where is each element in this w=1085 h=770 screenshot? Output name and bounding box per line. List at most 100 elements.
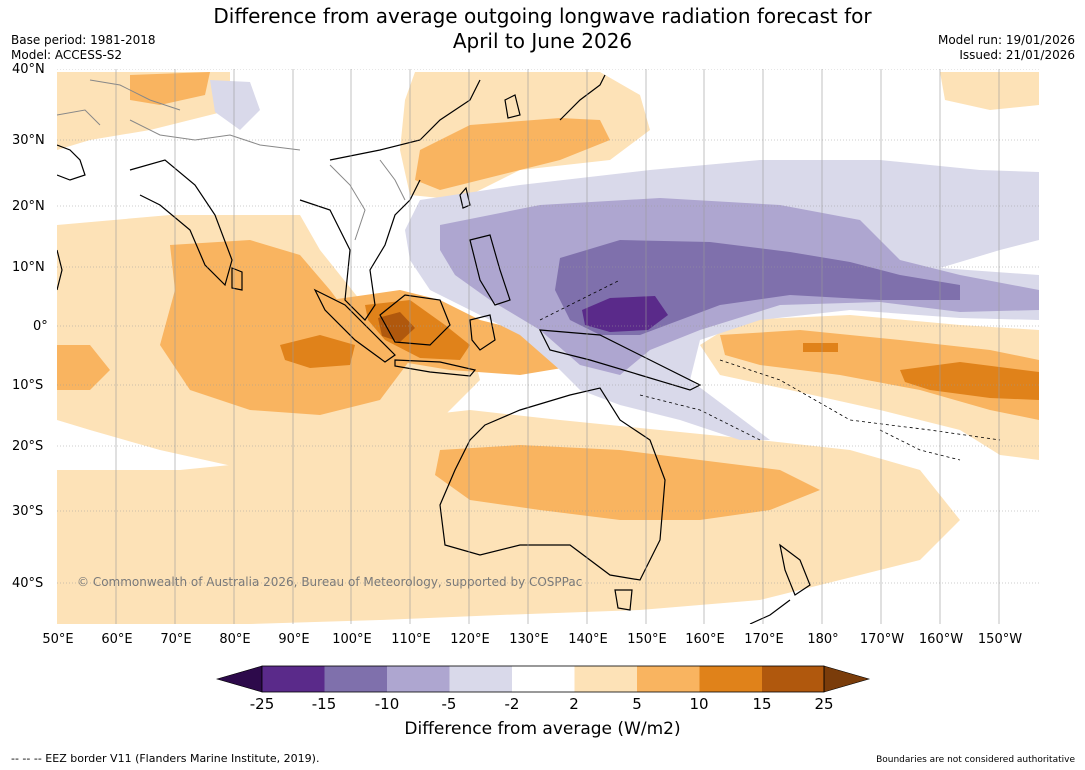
colorbar-title: Difference from average (W/m2): [404, 719, 681, 739]
lat-label: 20°N: [12, 199, 45, 214]
anomaly-positive-north-east: [940, 72, 1039, 110]
lat-label: 40°S: [12, 576, 44, 591]
anomaly-darkest-orange-borneo: [378, 312, 415, 342]
map-field: [57, 69, 1039, 624]
colorbar-tick: -15: [311, 695, 337, 713]
lon-label: 80°E: [219, 632, 251, 647]
coast-java: [394, 359, 477, 377]
colorbar-tick: 15: [752, 695, 772, 713]
coast-new-zealand-north: [779, 543, 811, 596]
lon-label: 160°E: [685, 632, 725, 647]
colorbar-extend-high: [823, 665, 871, 693]
coastlines: [57, 74, 811, 624]
model-run: Model run: 19/01/2026: [937, 33, 1075, 47]
coast-new-guinea: [538, 329, 702, 391]
coast-new-zealand-south: [749, 599, 791, 624]
colorbar-bin-1: [262, 666, 325, 692]
meta-left: Base period: 1981-2018 Model: ACCESS-S2: [11, 33, 156, 63]
model-name: Model: ACCESS-S2: [11, 48, 123, 62]
issued-date: Issued: 21/01/2026: [959, 48, 1075, 62]
lon-label: 170°W: [859, 632, 905, 647]
country-borders: [57, 79, 406, 241]
lon-label: 180°: [807, 632, 839, 647]
lon-label: 90°E: [278, 632, 310, 647]
lat-label: 30°S: [12, 504, 44, 519]
colorbar-bin-6: [574, 666, 637, 692]
colorbar-bin-5: [512, 666, 575, 692]
lon-label: 170°E: [744, 632, 784, 647]
chart-title: Difference from average outgoing longwav…: [0, 4, 1085, 54]
lat-label: 40°N: [12, 62, 45, 77]
lat-label: 30°N: [12, 133, 45, 148]
coast-tasmania: [614, 589, 633, 611]
meta-right: Model run: 19/01/2026 Issued: 21/01/2026: [938, 33, 1075, 63]
anomaly-positive-australia: [57, 410, 960, 624]
colorbar-bin-7: [637, 666, 700, 692]
colorbar-tick: 2: [569, 695, 579, 713]
coast-japan: [559, 74, 606, 121]
colorbar-bin-2: [324, 666, 387, 692]
lat-label: 0°: [33, 319, 48, 334]
anomaly-orange-indian: [160, 240, 410, 415]
anomaly-dark-orange-indian: [280, 335, 355, 368]
colorbar-bin-9: [762, 666, 824, 692]
coast-taiwan: [459, 186, 471, 209]
boundaries-note: Boundaries are not considered authoritat…: [876, 755, 1075, 765]
coast-borneo: [379, 294, 451, 346]
anomaly-negative-tibet: [210, 80, 260, 130]
lon-label: 150°E: [627, 632, 667, 647]
lon-label: 130°E: [509, 632, 549, 647]
anomaly-dark-orange-small: [803, 343, 838, 352]
anomaly-orange-pacific: [720, 330, 1039, 420]
title-line-2: April to June 2026: [452, 29, 633, 53]
colorbar-frame: [261, 665, 825, 693]
coast-africa-east: [57, 249, 63, 291]
title-line-1: Difference from average outgoing longwav…: [213, 4, 872, 28]
colorbar-tick: -5: [441, 695, 457, 713]
anomaly-orange-tibet: [130, 72, 210, 105]
coast-philippines: [469, 234, 511, 306]
anomaly-dark-orange-east: [900, 362, 1039, 400]
lon-label: 50°E: [42, 632, 74, 647]
lon-label: 60°E: [101, 632, 133, 647]
lon-label: 100°E: [332, 632, 372, 647]
lon-label: 150°W: [977, 632, 1023, 647]
colorbar-bin-4: [449, 666, 512, 692]
anomaly-orange-china: [415, 118, 610, 190]
eez-note: -- -- -- EEZ border V11 (Flanders Marine…: [11, 752, 320, 765]
eez-borders: [539, 279, 1001, 461]
anomaly-orange-west: [57, 345, 110, 390]
coast-korea: [504, 94, 521, 119]
colorbar-extend-low: [215, 665, 263, 693]
colorbar-tick: 10: [689, 695, 709, 713]
colorbar-tick: 25: [814, 695, 834, 713]
colorbar-tick: -25: [249, 695, 275, 713]
base-period: Base period: 1981-2018: [11, 33, 156, 47]
lon-label: 160°W: [918, 632, 964, 647]
coast-australia: [439, 387, 666, 581]
coast-southeast-asia: [299, 179, 421, 321]
coast-sumatra: [313, 288, 396, 363]
colorbar-bin-8: [699, 666, 762, 692]
lon-label: 140°E: [568, 632, 608, 647]
lon-label: 120°E: [450, 632, 490, 647]
lat-label: 20°S: [12, 439, 44, 454]
lat-label: 10°N: [12, 260, 45, 275]
coast-china: [329, 79, 481, 161]
copyright-notice: © Commonwealth of Australia 2026, Bureau…: [77, 575, 583, 589]
lon-label: 70°E: [160, 632, 192, 647]
anomaly-orange-australia: [435, 445, 820, 520]
colorbar-tick: 5: [632, 695, 642, 713]
colorbar-bin-3: [387, 666, 450, 692]
anomaly-negative-extreme: [582, 296, 668, 332]
meridians: [115, 69, 1000, 624]
colorbar: [215, 665, 871, 693]
lon-label: 110°E: [391, 632, 431, 647]
lat-label: 10°S: [12, 378, 44, 393]
coast-arabia-africa: [57, 144, 86, 181]
coast-sri-lanka: [231, 267, 243, 291]
coast-sulawesi: [469, 314, 496, 351]
colorbar-tick: -10: [374, 695, 400, 713]
colorbar-tick: -2: [504, 695, 520, 713]
